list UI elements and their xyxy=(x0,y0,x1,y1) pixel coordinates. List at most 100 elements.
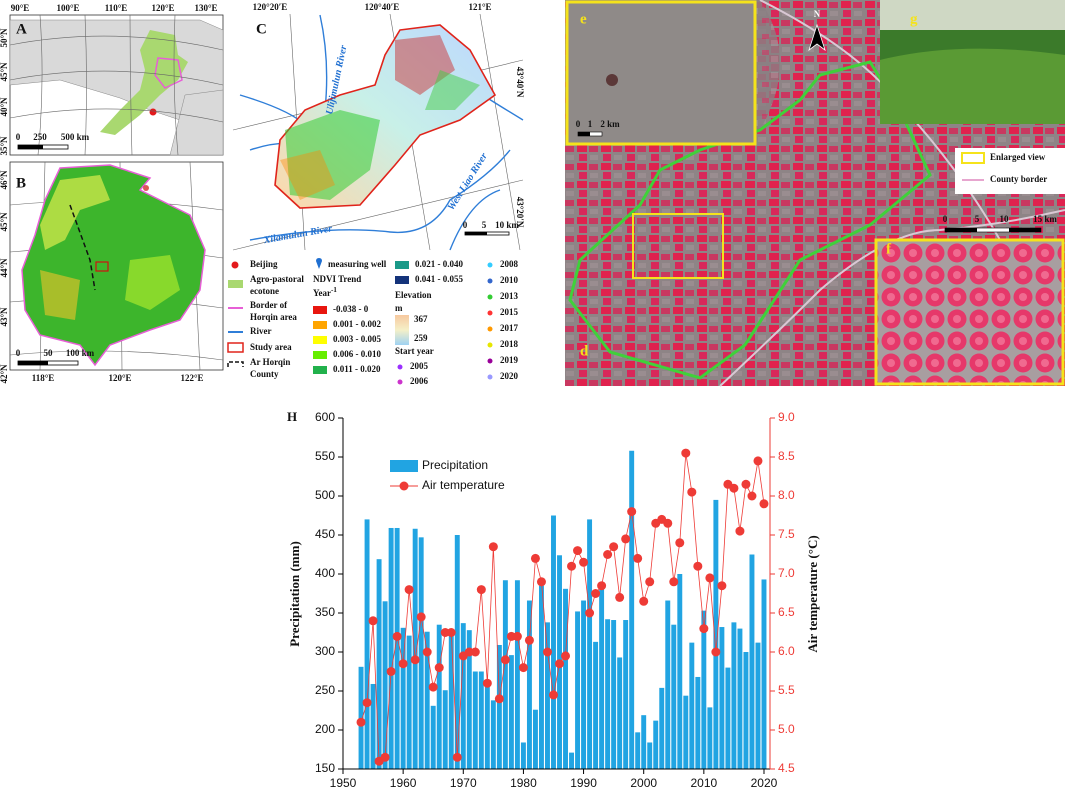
bar xyxy=(599,586,605,769)
marker xyxy=(446,628,456,637)
bar xyxy=(442,690,448,769)
inset-e xyxy=(565,0,757,146)
legend-label: Horqin area xyxy=(250,312,297,322)
legend-symbol xyxy=(487,294,493,300)
marker xyxy=(609,542,619,552)
y-tick-label: 250 xyxy=(315,683,335,697)
north-label: N xyxy=(814,9,821,19)
panel-label: d xyxy=(580,343,589,359)
marker xyxy=(416,612,426,622)
marker xyxy=(597,581,607,591)
x-tick-label: 1960 xyxy=(390,776,417,790)
bar xyxy=(575,611,581,769)
legend-symbol xyxy=(313,336,327,344)
legend-symbol xyxy=(228,280,243,288)
legend-symbol xyxy=(227,342,244,353)
bar xyxy=(472,671,478,769)
scale-label: 1 xyxy=(588,119,593,129)
bar xyxy=(370,683,376,769)
scale-label: 250 xyxy=(33,132,47,142)
legend-label: County xyxy=(250,369,279,379)
scale-bar xyxy=(945,228,977,232)
x-tick-label: 1990 xyxy=(570,776,597,790)
bar xyxy=(623,620,629,769)
map-a: A 90°E 100°E 110°E 120°E 130°E 50°N 45°N… xyxy=(0,3,224,156)
legend-label: 2015 xyxy=(500,307,519,317)
legend-title: NDVI Trend xyxy=(313,274,361,284)
legend-label: 259 xyxy=(414,333,428,343)
ndvi-legend: -0.038 - 0 0.001 - 0.002 0.003 - 0.005 0.00… xyxy=(313,259,463,374)
bar xyxy=(761,579,767,769)
bar xyxy=(701,610,707,769)
legend-label: measuring well xyxy=(328,259,387,269)
y2-tick-label: 6.0 xyxy=(778,644,795,658)
legend-symbol xyxy=(487,310,493,316)
map-legend: Beijing Agro-pastoral ecotone Border of … xyxy=(227,258,519,386)
bar xyxy=(671,624,677,769)
bar xyxy=(659,687,665,769)
marker xyxy=(585,608,595,618)
lon-label: 110°E xyxy=(105,3,128,13)
bar xyxy=(448,632,454,769)
marker xyxy=(759,499,769,509)
bar xyxy=(412,528,418,769)
lon-label: 120°20′E xyxy=(253,2,288,12)
bar xyxy=(430,705,436,769)
bar xyxy=(683,695,689,769)
bar xyxy=(382,601,388,769)
marker xyxy=(482,678,492,688)
panel-label: e xyxy=(580,11,587,27)
legend-label: Beijing xyxy=(250,259,278,269)
legend-symbol xyxy=(227,361,244,367)
inset-g-sky xyxy=(880,0,1065,30)
legend-label: 0.001 - 0.002 xyxy=(333,319,381,329)
bar xyxy=(569,752,575,769)
x-tick-label: 2000 xyxy=(630,776,657,790)
bar xyxy=(737,628,743,769)
lon-label: 121°E xyxy=(468,2,491,12)
y2-tick-label: 5.0 xyxy=(778,722,795,736)
marker xyxy=(669,577,679,587)
legend-label: 367 xyxy=(414,314,428,324)
marker xyxy=(428,682,438,692)
lat-label: 45°N xyxy=(0,212,9,232)
marker xyxy=(711,647,721,657)
y2-tick-label: 8.5 xyxy=(778,449,795,463)
map-b: B 46°N 45°N 44°N 43°N 42°N 118°E 120°E 1… xyxy=(0,161,224,384)
legend-title: m xyxy=(395,303,403,313)
y2-axis-title: Air temperature (°C) xyxy=(805,535,820,652)
bar xyxy=(749,554,755,769)
bar xyxy=(635,732,641,769)
chart-h: H Precipitation (mm) Air temperature (°C… xyxy=(287,409,820,790)
lat-label: 42°N xyxy=(0,364,9,384)
bar xyxy=(478,671,484,769)
y2-tick-label: 7.5 xyxy=(778,527,795,541)
bar xyxy=(514,580,520,769)
marker xyxy=(615,592,625,602)
ecotone xyxy=(100,30,188,135)
bar xyxy=(725,667,731,769)
y-tick-label: 450 xyxy=(315,527,335,541)
legend-symbol xyxy=(313,351,327,359)
marker xyxy=(735,526,745,536)
bar xyxy=(394,527,400,769)
scale-label: 15 km xyxy=(1033,214,1057,224)
lat-label: 50°N xyxy=(0,28,9,48)
marker xyxy=(693,561,703,571)
y-tick-label: 400 xyxy=(315,566,335,580)
legend-label: Enlarged view xyxy=(990,152,1046,162)
y-tick-label: 300 xyxy=(315,644,335,658)
legend-symbol xyxy=(487,326,493,332)
marker xyxy=(753,456,763,466)
bar xyxy=(581,600,587,769)
lat-label: 43°N xyxy=(0,307,9,327)
lon-label: 100°E xyxy=(56,3,79,13)
y-tick-label: 600 xyxy=(315,410,335,424)
marker xyxy=(368,616,378,626)
lat-label: 46°N xyxy=(0,170,9,190)
ndvi-patch xyxy=(40,270,80,320)
enlarged-view xyxy=(632,213,724,279)
panel-label: C xyxy=(256,21,267,37)
marker xyxy=(524,635,534,645)
